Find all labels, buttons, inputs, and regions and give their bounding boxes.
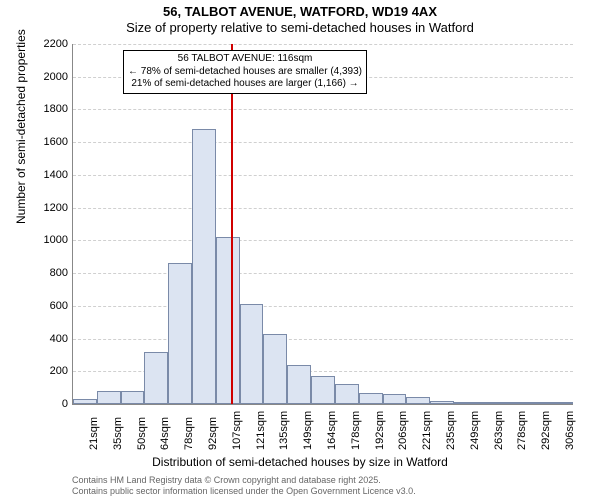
x-tick-label: 78sqm [183, 417, 195, 450]
y-tick-label: 200 [28, 365, 68, 377]
attribution-line1: Contains HM Land Registry data © Crown c… [72, 475, 416, 486]
x-tick-label: 164sqm [326, 411, 338, 450]
x-tick-label: 278sqm [516, 411, 528, 450]
x-tick-label: 178sqm [350, 411, 362, 450]
gridline [73, 175, 573, 176]
x-tick-label: 306sqm [564, 411, 576, 450]
x-tick-label: 263sqm [493, 411, 505, 450]
info-box-line3: 21% of semi-detached houses are larger (… [128, 78, 362, 91]
x-tick-label: 249sqm [469, 411, 481, 450]
y-tick-label: 1400 [28, 169, 68, 181]
x-tick-label: 292sqm [540, 411, 552, 450]
chart-container: 56, TALBOT AVENUE, WATFORD, WD19 4AX Siz… [0, 0, 600, 500]
histogram-bar [216, 237, 240, 404]
reference-line [231, 44, 233, 404]
x-tick-label: 64sqm [159, 417, 171, 450]
histogram-bar [383, 394, 407, 404]
y-tick-label: 600 [28, 300, 68, 312]
histogram-bar [121, 391, 145, 404]
y-tick-label: 1800 [28, 103, 68, 115]
y-axis-label: Number of semi-detached properties [14, 29, 28, 224]
histogram-bar [240, 304, 264, 404]
x-tick-label: 21sqm [88, 417, 100, 450]
info-box-line2: ← 78% of semi-detached houses are smalle… [128, 66, 362, 79]
gridline [73, 109, 573, 110]
histogram-bar [359, 393, 383, 404]
x-tick-label: 149sqm [302, 411, 314, 450]
histogram-bar [454, 402, 478, 404]
chart-title-line2: Size of property relative to semi-detach… [0, 20, 600, 35]
gridline [73, 273, 573, 274]
x-tick-label: 121sqm [255, 411, 267, 450]
gridline [73, 339, 573, 340]
histogram-bar [287, 365, 311, 404]
histogram-bar [192, 129, 216, 404]
y-tick-label: 400 [28, 333, 68, 345]
y-tick-label: 1200 [28, 202, 68, 214]
x-tick-label: 35sqm [112, 417, 124, 450]
chart-title-line1: 56, TALBOT AVENUE, WATFORD, WD19 4AX [0, 4, 600, 19]
histogram-bar [549, 402, 573, 404]
gridline [73, 44, 573, 45]
y-tick-label: 1600 [28, 136, 68, 148]
gridline [73, 208, 573, 209]
histogram-bar [525, 402, 549, 404]
plot-area: 56 TALBOT AVENUE: 116sqm ← 78% of semi-d… [72, 44, 573, 405]
x-tick-label: 107sqm [231, 411, 243, 450]
x-axis-label: Distribution of semi-detached houses by … [0, 455, 600, 469]
histogram-bar [73, 399, 97, 404]
histogram-bar [311, 376, 335, 404]
gridline [73, 240, 573, 241]
x-tick-label: 50sqm [136, 417, 148, 450]
histogram-bar [97, 391, 121, 404]
x-tick-label: 192sqm [374, 411, 386, 450]
gridline [73, 142, 573, 143]
histogram-bar [144, 352, 168, 404]
histogram-bar [430, 401, 454, 404]
attribution-block: Contains HM Land Registry data © Crown c… [72, 475, 416, 497]
y-tick-label: 800 [28, 267, 68, 279]
histogram-bar [263, 334, 287, 404]
histogram-bar [502, 402, 526, 404]
x-tick-label: 235sqm [445, 411, 457, 450]
histogram-bar [478, 402, 502, 404]
histogram-bar [335, 384, 359, 404]
gridline [73, 306, 573, 307]
x-tick-label: 135sqm [278, 411, 290, 450]
x-tick-label: 92sqm [207, 417, 219, 450]
info-box: 56 TALBOT AVENUE: 116sqm ← 78% of semi-d… [123, 50, 367, 94]
chart-title-block: 56, TALBOT AVENUE, WATFORD, WD19 4AX Siz… [0, 4, 600, 35]
x-tick-label: 221sqm [421, 411, 433, 450]
y-tick-label: 1000 [28, 234, 68, 246]
info-box-line1: 56 TALBOT AVENUE: 116sqm [128, 53, 362, 66]
histogram-bar [168, 263, 192, 404]
y-tick-label: 0 [28, 398, 68, 410]
x-tick-label: 206sqm [397, 411, 409, 450]
y-tick-label: 2200 [28, 38, 68, 50]
histogram-bar [406, 397, 430, 404]
attribution-line2: Contains public sector information licen… [72, 486, 416, 497]
y-tick-label: 2000 [28, 71, 68, 83]
